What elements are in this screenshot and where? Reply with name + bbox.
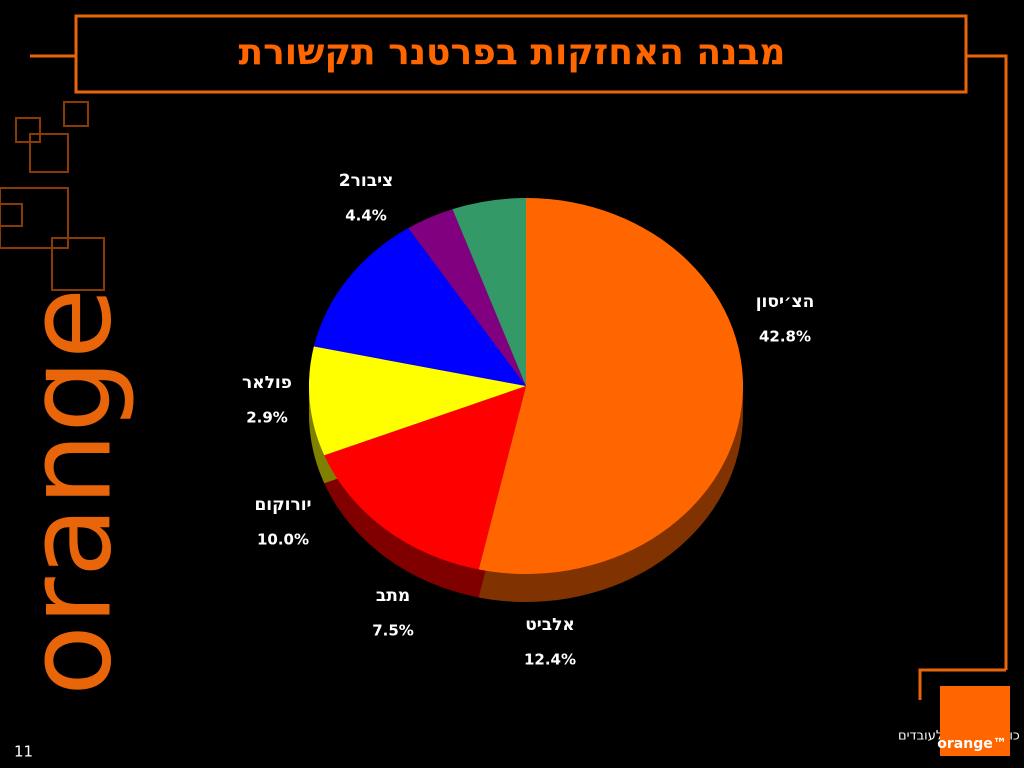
square (63, 101, 89, 127)
squares (0, 101, 105, 291)
slice (478, 198, 744, 574)
slice-label: פולאר (242, 373, 292, 393)
slice (324, 386, 526, 570)
square (0, 187, 69, 249)
logo (940, 686, 1010, 756)
value-label: 2.9% (246, 409, 288, 427)
value-label: 7.5% (372, 622, 414, 640)
logo-text: orange™ (937, 736, 1006, 752)
slice-label: יורוקום (254, 495, 311, 515)
value-label: 4.4% (345, 207, 387, 225)
chart-title: מבנה האחזקות בפרטנר תקשורת (239, 32, 786, 73)
pie (308, 198, 744, 602)
brand-text: orange (3, 288, 138, 696)
square (0, 203, 23, 227)
slice (408, 209, 526, 386)
slice (308, 346, 526, 456)
slice (313, 228, 526, 386)
labels: הצ׳יסון 42.8% אלביט 12.4% מתב 7.5% יורוקום 10.0… (242, 171, 814, 669)
slice-label: הצ׳יסון (756, 292, 815, 312)
frame (30, 14, 1008, 700)
value-label: 42.8% (759, 328, 811, 346)
slide-number: 11 (14, 743, 33, 761)
frame-line (966, 54, 1008, 670)
slice-label: מתב (376, 586, 410, 606)
square (51, 237, 105, 291)
title-box (74, 14, 968, 94)
square (29, 133, 69, 173)
slice-label: ציבור2 (339, 171, 393, 191)
frame-line (918, 668, 1006, 700)
square (15, 117, 41, 143)
value-label: 10.0% (257, 531, 309, 549)
value-label: 12.4% (524, 651, 576, 669)
slice (452, 198, 526, 386)
slice-label: אלביט (525, 615, 575, 635)
